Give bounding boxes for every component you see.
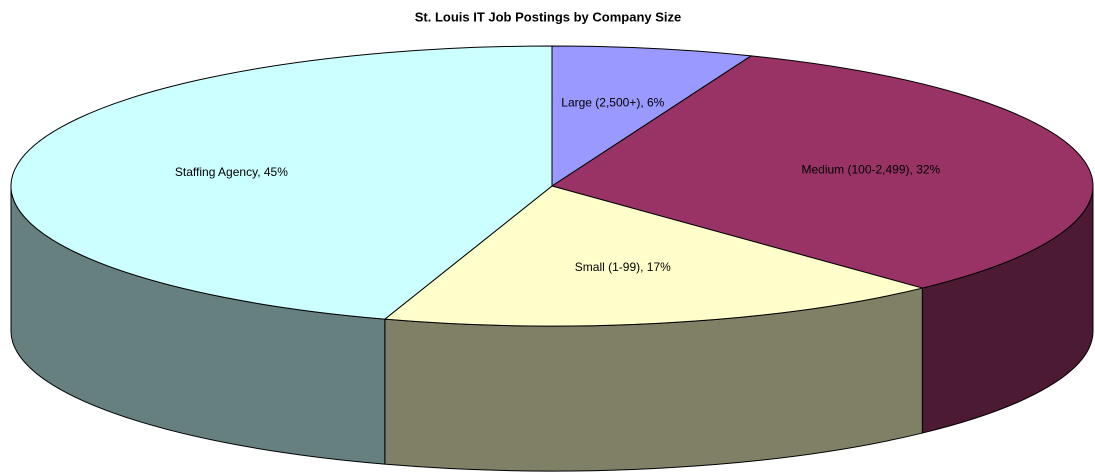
chart-title: St. Louis IT Job Postings by Company Siz… xyxy=(415,9,682,24)
slice xyxy=(551,45,753,187)
data-label: Small (1-99), 17% xyxy=(575,260,671,274)
data-label: Medium (100-2,499), 32% xyxy=(801,162,940,176)
slice xyxy=(10,45,553,320)
slice xyxy=(550,55,1094,289)
data-label: Staffing Agency, 45% xyxy=(175,165,288,179)
slice xyxy=(383,185,925,327)
data-label: Large (2,500+), 6% xyxy=(561,96,664,110)
